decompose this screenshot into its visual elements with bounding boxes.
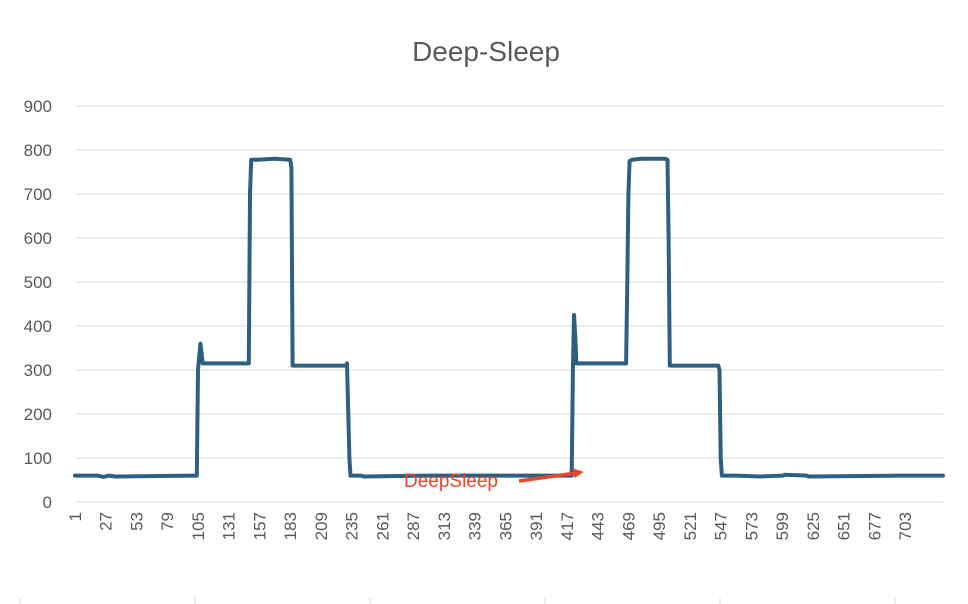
x-tick-label: 417 (558, 512, 577, 540)
y-tick-label: 0 (43, 493, 52, 512)
y-tick-label: 200 (24, 405, 52, 424)
y-tick-label: 600 (24, 229, 52, 248)
x-tick-label: 1 (66, 512, 85, 521)
x-tick-label: 495 (650, 512, 669, 540)
x-tick-label: 599 (773, 512, 792, 540)
x-tick-label: 157 (250, 512, 269, 540)
x-axis-ticks: 1 27 53 79 105 131 157 183 209 235 261 287 313 339 365… (66, 512, 915, 540)
x-tick-label: 365 (496, 512, 515, 540)
x-tick-label: 703 (896, 512, 915, 540)
y-tick-label: 900 (24, 97, 52, 116)
annotation-arrow (518, 468, 584, 483)
x-tick-label: 183 (281, 512, 300, 540)
y-tick-label: 500 (24, 273, 52, 292)
x-tick-label: 105 (189, 512, 208, 540)
x-tick-label: 131 (220, 512, 239, 540)
gridlines (19, 105, 943, 604)
y-tick-label: 100 (24, 449, 52, 468)
y-tick-label: 800 (24, 141, 52, 160)
x-tick-label: 235 (343, 512, 362, 540)
x-tick-label: 547 (712, 512, 731, 540)
x-tick-label: 79 (158, 512, 177, 531)
x-tick-label: 521 (681, 512, 700, 540)
x-tick-label: 339 (466, 512, 485, 540)
x-tick-label: 391 (527, 512, 546, 540)
x-tick-label: 677 (865, 512, 884, 540)
chart-title: Deep-Sleep (412, 36, 560, 67)
x-tick-label: 313 (435, 512, 454, 540)
x-tick-label: 625 (804, 512, 823, 540)
x-tick-label: 651 (835, 512, 854, 540)
y-tick-label: 400 (24, 317, 52, 336)
x-tick-label: 287 (404, 512, 423, 540)
annotation-label: DeepSleep (404, 471, 498, 492)
x-tick-label: 53 (127, 512, 146, 531)
x-tick-label: 261 (373, 512, 392, 540)
y-tick-label: 300 (24, 361, 52, 380)
annotation-layer: DeepSleep (404, 468, 584, 492)
x-tick-label: 209 (312, 512, 331, 540)
x-tick-label: 443 (589, 512, 608, 540)
y-axis-ticks: 0 100 200 300 400 500 600 700 800 900 (24, 97, 52, 512)
x-tick-label: 27 (97, 512, 116, 531)
x-tick-label: 469 (619, 512, 638, 540)
x-tick-label: 573 (742, 512, 761, 540)
y-tick-label: 700 (24, 185, 52, 204)
